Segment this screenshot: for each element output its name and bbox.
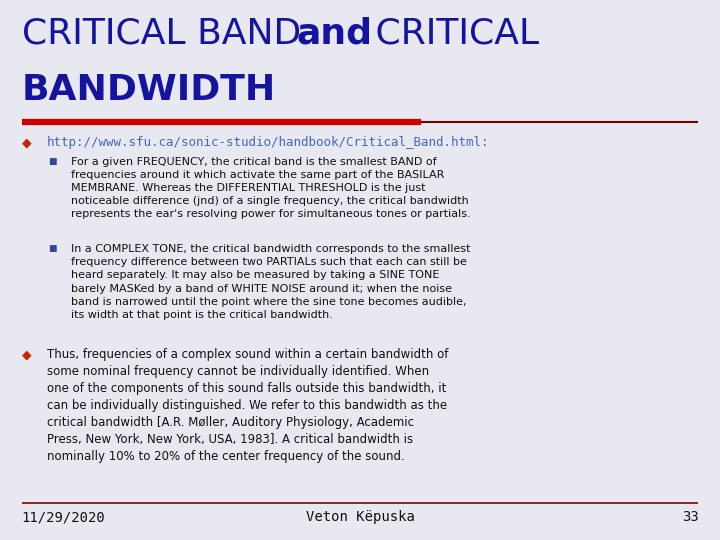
Text: CRITICAL: CRITICAL [364, 16, 539, 50]
Text: In a COMPLEX TONE, the critical bandwidth corresponds to the smallest
frequency : In a COMPLEX TONE, the critical bandwidt… [71, 244, 470, 320]
Text: Thus, frequencies of a complex sound within a certain bandwidth of
some nominal : Thus, frequencies of a complex sound wit… [47, 348, 448, 463]
Text: CRITICAL BAND: CRITICAL BAND [22, 16, 312, 50]
Text: ■: ■ [48, 244, 57, 253]
Text: BANDWIDTH: BANDWIDTH [22, 73, 276, 107]
Text: ◆: ◆ [22, 348, 31, 361]
Text: http://www.sfu.ca/sonic-studio/handbook/Critical_Band.html:: http://www.sfu.ca/sonic-studio/handbook/… [47, 136, 490, 149]
Text: and: and [297, 16, 373, 50]
Text: ■: ■ [48, 157, 57, 166]
Text: ◆: ◆ [22, 136, 31, 149]
Text: Veton Këpuska: Veton Këpuska [305, 510, 415, 524]
Text: 11/29/2020: 11/29/2020 [22, 510, 105, 524]
Text: 33: 33 [682, 510, 698, 524]
Text: For a given FREQUENCY, the critical band is the smallest BAND of
frequencies aro: For a given FREQUENCY, the critical band… [71, 157, 470, 219]
